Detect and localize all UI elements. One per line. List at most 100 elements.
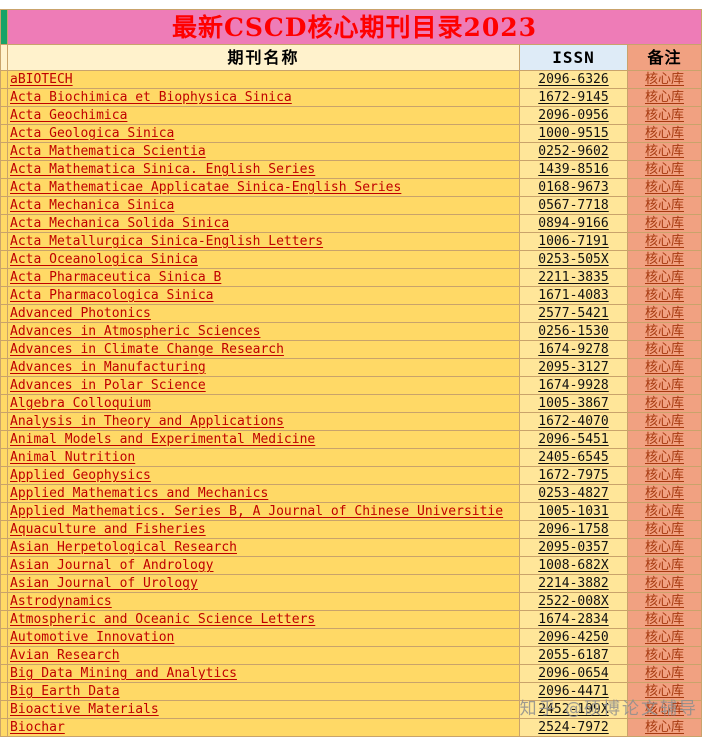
journal-note-cell[interactable]: 核心库 xyxy=(628,539,702,557)
journal-note-cell[interactable]: 核心库 xyxy=(628,251,702,269)
journal-issn-cell[interactable]: 2096-4471 xyxy=(520,683,628,701)
journal-issn-cell[interactable]: 1674-9278 xyxy=(520,341,628,359)
journal-note-cell[interactable]: 核心库 xyxy=(628,719,702,737)
journal-name[interactable]: Acta Mathematica Sinica. English Series xyxy=(10,162,316,177)
journal-name-cell[interactable]: Acta Pharmaceutica Sinica B xyxy=(8,269,520,287)
journal-name[interactable]: Big Data Mining and Analytics xyxy=(10,666,237,681)
journal-name-cell[interactable]: Algebra Colloquium xyxy=(8,395,520,413)
journal-note-cell[interactable]: 核心库 xyxy=(628,413,702,431)
journal-name-cell[interactable]: Acta Oceanologica Sinica xyxy=(8,251,520,269)
journal-note-cell[interactable]: 核心库 xyxy=(628,701,702,719)
journal-issn-cell[interactable]: 0894-9166 xyxy=(520,215,628,233)
journal-name-cell[interactable]: Asian Journal of Andrology xyxy=(8,557,520,575)
journal-issn-cell[interactable]: 1671-4083 xyxy=(520,287,628,305)
journal-name-cell[interactable]: Bioactive Materials xyxy=(8,701,520,719)
journal-name-cell[interactable]: Advances in Atmospheric Sciences xyxy=(8,323,520,341)
journal-note-cell[interactable]: 核心库 xyxy=(628,89,702,107)
journal-note-cell[interactable]: 核心库 xyxy=(628,197,702,215)
journal-name[interactable]: Acta Metallurgica Sinica-English Letters xyxy=(10,234,324,249)
journal-note-cell[interactable]: 核心库 xyxy=(628,629,702,647)
journal-note-cell[interactable]: 核心库 xyxy=(628,485,702,503)
journal-note-cell[interactable]: 核心库 xyxy=(628,431,702,449)
journal-note-cell[interactable]: 核心库 xyxy=(628,269,702,287)
journal-name-cell[interactable]: Analysis in Theory and Applications xyxy=(8,413,520,431)
journal-name-cell[interactable]: Automotive Innovation xyxy=(8,629,520,647)
journal-note-cell[interactable]: 核心库 xyxy=(628,575,702,593)
journal-note-cell[interactable]: 核心库 xyxy=(628,359,702,377)
journal-issn-cell[interactable]: 2214-3882 xyxy=(520,575,628,593)
journal-name-cell[interactable]: Animal Nutrition xyxy=(8,449,520,467)
journal-note-cell[interactable]: 核心库 xyxy=(628,557,702,575)
journal-name[interactable]: Avian Research xyxy=(10,648,120,663)
journal-name-cell[interactable]: Acta Geochimica xyxy=(8,107,520,125)
journal-issn-cell[interactable]: 0253-4827 xyxy=(520,485,628,503)
journal-name[interactable]: Asian Herpetological Research xyxy=(10,540,237,555)
journal-issn-cell[interactable]: 1005-3867 xyxy=(520,395,628,413)
journal-name-cell[interactable]: Biochar xyxy=(8,719,520,737)
journal-name-cell[interactable]: Atmospheric and Oceanic Science Letters xyxy=(8,611,520,629)
journal-name-cell[interactable]: aBIOTECH xyxy=(8,71,520,89)
journal-name-cell[interactable]: Acta Geologica Sinica xyxy=(8,125,520,143)
journal-name[interactable]: Advances in Polar Science xyxy=(10,378,206,393)
journal-name-cell[interactable]: Asian Herpetological Research xyxy=(8,539,520,557)
journal-name[interactable]: Acta Biochimica et Biophysica Sinica xyxy=(10,90,292,105)
journal-name[interactable]: Acta Geochimica xyxy=(10,108,128,123)
journal-issn-cell[interactable]: 2524-7972 xyxy=(520,719,628,737)
journal-issn-cell[interactable]: 2577-5421 xyxy=(520,305,628,323)
journal-issn-cell[interactable]: 2452-199X xyxy=(520,701,628,719)
journal-issn-cell[interactable]: 0567-7718 xyxy=(520,197,628,215)
journal-name[interactable]: Acta Mechanica Solida Sinica xyxy=(10,216,230,231)
journal-note-cell[interactable]: 核心库 xyxy=(628,449,702,467)
journal-name-cell[interactable]: Acta Mathematica Scientia xyxy=(8,143,520,161)
journal-name-cell[interactable]: Advances in Polar Science xyxy=(8,377,520,395)
journal-name[interactable]: Animal Models and Experimental Medicine xyxy=(10,432,316,447)
journal-issn-cell[interactable]: 2096-6326 xyxy=(520,71,628,89)
journal-name-cell[interactable]: Applied Mathematics. Series B, A Journal… xyxy=(8,503,520,521)
journal-issn-cell[interactable]: 2096-5451 xyxy=(520,431,628,449)
journal-name[interactable]: Automotive Innovation xyxy=(10,630,175,645)
journal-name-cell[interactable]: Aquaculture and Fisheries xyxy=(8,521,520,539)
journal-note-cell[interactable]: 核心库 xyxy=(628,323,702,341)
journal-issn-cell[interactable]: 2522-008X xyxy=(520,593,628,611)
journal-name-cell[interactable]: Astrodynamics xyxy=(8,593,520,611)
journal-note-cell[interactable]: 核心库 xyxy=(628,683,702,701)
journal-note-cell[interactable]: 核心库 xyxy=(628,665,702,683)
journal-name[interactable]: Acta Pharmacologica Sinica xyxy=(10,288,214,303)
journal-issn-cell[interactable]: 2096-0956 xyxy=(520,107,628,125)
journal-name[interactable]: Acta Mathematicae Applicatae Sinica-Engl… xyxy=(10,180,402,195)
journal-name[interactable]: Applied Mathematics. Series B, A Journal… xyxy=(10,504,504,519)
journal-note-cell[interactable]: 核心库 xyxy=(628,125,702,143)
journal-issn-cell[interactable]: 1006-7191 xyxy=(520,233,628,251)
journal-name[interactable]: Asian Journal of Urology xyxy=(10,576,198,591)
journal-issn-cell[interactable]: 2405-6545 xyxy=(520,449,628,467)
journal-name-cell[interactable]: Applied Geophysics xyxy=(8,467,520,485)
journal-issn-cell[interactable]: 2096-1758 xyxy=(520,521,628,539)
journal-name[interactable]: Animal Nutrition xyxy=(10,450,136,465)
journal-name[interactable]: Acta Oceanologica Sinica xyxy=(10,252,198,267)
journal-issn-cell[interactable]: 1000-9515 xyxy=(520,125,628,143)
journal-note-cell[interactable]: 核心库 xyxy=(628,521,702,539)
journal-note-cell[interactable]: 核心库 xyxy=(628,467,702,485)
journal-name[interactable]: Acta Mechanica Sinica xyxy=(10,198,175,213)
journal-note-cell[interactable]: 核心库 xyxy=(628,395,702,413)
journal-note-cell[interactable]: 核心库 xyxy=(628,143,702,161)
journal-issn-cell[interactable]: 2096-4250 xyxy=(520,629,628,647)
journal-note-cell[interactable]: 核心库 xyxy=(628,341,702,359)
journal-name[interactable]: Acta Mathematica Scientia xyxy=(10,144,206,159)
journal-note-cell[interactable]: 核心库 xyxy=(628,233,702,251)
journal-note-cell[interactable]: 核心库 xyxy=(628,287,702,305)
journal-note-cell[interactable]: 核心库 xyxy=(628,593,702,611)
journal-name[interactable]: Algebra Colloquium xyxy=(10,396,151,411)
journal-name-cell[interactable]: Advances in Climate Change Research xyxy=(8,341,520,359)
journal-name-cell[interactable]: Big Earth Data xyxy=(8,683,520,701)
journal-issn-cell[interactable]: 1674-9928 xyxy=(520,377,628,395)
journal-note-cell[interactable]: 核心库 xyxy=(628,503,702,521)
journal-issn-cell[interactable]: 2211-3835 xyxy=(520,269,628,287)
journal-issn-cell[interactable]: 1008-682X xyxy=(520,557,628,575)
journal-issn-cell[interactable]: 1439-8516 xyxy=(520,161,628,179)
journal-name-cell[interactable]: Acta Mechanica Solida Sinica xyxy=(8,215,520,233)
journal-issn-cell[interactable]: 2055-6187 xyxy=(520,647,628,665)
journal-name-cell[interactable]: Advances in Manufacturing xyxy=(8,359,520,377)
journal-issn-cell[interactable]: 1674-2834 xyxy=(520,611,628,629)
journal-name-cell[interactable]: Asian Journal of Urology xyxy=(8,575,520,593)
